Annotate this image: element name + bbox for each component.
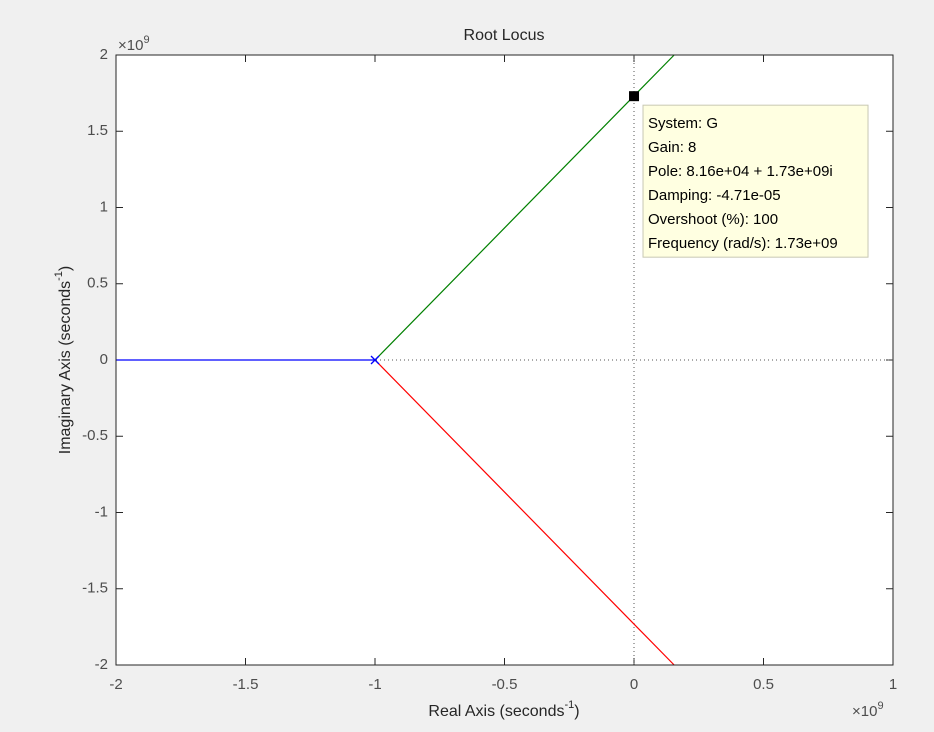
y-label-sup: -1 (53, 271, 65, 281)
x-multiplier: ×109 (852, 700, 884, 720)
x-label-sup: -1 (564, 699, 574, 711)
x-mult-power: 9 (877, 700, 883, 712)
y-tick-label: 1 (100, 198, 108, 215)
y-label-text: Imaginary Axis (seconds (57, 281, 74, 454)
datatip-box (642, 104, 869, 258)
y-multiplier: ×109 (118, 34, 150, 54)
x-label-end: ) (574, 703, 579, 720)
y-tick-label: -1 (95, 503, 108, 520)
datatip-line: Damping: -4.71e-05 (648, 187, 781, 204)
x-tick-label: -2 (109, 676, 122, 693)
x-tick-label: 0.5 (753, 676, 774, 693)
x-mult-base: ×10 (852, 703, 877, 720)
pole-marker (370, 355, 380, 365)
y-mult-base: ×10 (118, 37, 143, 54)
y-tick-label: -0.5 (82, 427, 108, 444)
y-tick-label: -1.5 (82, 580, 108, 597)
x-label-text: Real Axis (seconds (428, 703, 564, 720)
y-tick-label: 0.5 (87, 275, 108, 292)
x-tick-label: 1 (889, 676, 897, 693)
y-label-end: ) (57, 266, 74, 271)
chart-title: Root Locus (464, 27, 545, 44)
datatip-line: System: G (648, 115, 718, 132)
y-tick-label: 1.5 (87, 122, 108, 139)
x-tick-label: -0.5 (492, 676, 518, 693)
datatip-line: Gain: 8 (648, 139, 696, 156)
x-axis-label: Real Axis (seconds-1) (428, 699, 579, 720)
x-tick-label: -1.5 (233, 676, 259, 693)
x-tick-label: 0 (630, 676, 638, 693)
y-mult-power: 9 (143, 34, 149, 46)
y-tick-label: 0 (100, 351, 108, 368)
datatip-line: Pole: 8.16e+04 + 1.73e+09i (648, 163, 833, 180)
y-axis-label: Imaginary Axis (seconds-1) (53, 266, 74, 455)
y-tick-label: 2 (100, 46, 108, 63)
x-tick-label: -1 (368, 676, 381, 693)
datatip-line: Frequency (rad/s): 1.73e+09 (648, 235, 838, 252)
y-tick-label: -2 (95, 656, 108, 673)
locus-branch (374, 54, 675, 361)
datatip-marker (629, 91, 640, 102)
pole-stroke (370, 355, 380, 365)
axes-box (115, 54, 894, 666)
datatip-line: Overshoot (%): 100 (648, 211, 778, 228)
locus-branch (374, 359, 675, 666)
